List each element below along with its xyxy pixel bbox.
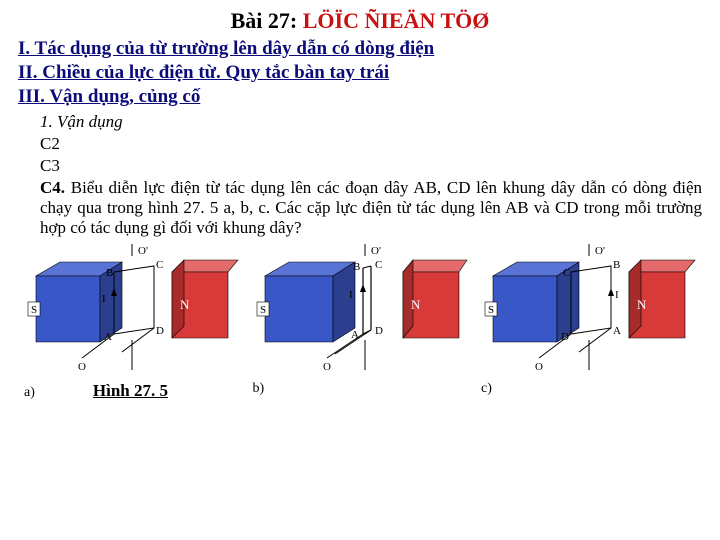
item-c3: C3 bbox=[40, 156, 702, 176]
svg-text:N: N bbox=[637, 297, 647, 312]
figures-row: O' S N B C D A I O bbox=[18, 244, 702, 401]
svg-text:I: I bbox=[102, 293, 106, 305]
svg-text:A: A bbox=[613, 325, 621, 337]
item-c4: C4. Biểu diễn lực điện từ tác dụng lên c… bbox=[40, 178, 702, 238]
svg-text:N: N bbox=[180, 297, 190, 312]
heading-2: II. Chiều của lực điện từ. Quy tắc bàn t… bbox=[18, 62, 702, 84]
figure-c: O' S N C B D A I O c) bbox=[481, 244, 696, 401]
svg-text:O': O' bbox=[371, 245, 381, 257]
svg-text:B: B bbox=[106, 267, 113, 279]
svg-text:O: O bbox=[78, 361, 86, 372]
svg-text:D: D bbox=[156, 325, 164, 337]
svg-text:S: S bbox=[488, 304, 494, 316]
svg-text:S: S bbox=[31, 304, 37, 316]
svg-text:B: B bbox=[353, 261, 360, 273]
svg-text:I: I bbox=[615, 289, 619, 301]
lesson-title: Bài 27: LÖÏC ÑIEÄN TÖØ bbox=[18, 8, 702, 34]
title-main: LÖÏC ÑIEÄN TÖØ bbox=[303, 8, 490, 33]
svg-text:D: D bbox=[375, 325, 383, 337]
svg-text:O': O' bbox=[138, 245, 148, 257]
fig-c-label: c) bbox=[481, 381, 492, 397]
figure-a: O' S N B C D A I O bbox=[24, 244, 239, 401]
svg-text:O': O' bbox=[595, 245, 605, 257]
svg-text:C: C bbox=[375, 259, 382, 271]
svg-text:N: N bbox=[411, 297, 421, 312]
content-body: 1. Vận dụng C2 C3 C4. Biểu diễn lực điện… bbox=[40, 112, 702, 238]
heading-1: I. Tác dụng của từ trường lên dây dẫn có… bbox=[18, 38, 702, 60]
svg-text:I: I bbox=[349, 289, 353, 301]
svg-text:C: C bbox=[563, 267, 570, 279]
title-lead: Bài 27: bbox=[231, 8, 298, 33]
svg-text:S: S bbox=[260, 304, 266, 316]
heading-3: III. Vận dụng, củng cố bbox=[18, 86, 702, 108]
svg-text:B: B bbox=[613, 259, 620, 271]
item-c2: C2 bbox=[40, 134, 702, 154]
figure-b: O' S N B C D A I O bbox=[253, 244, 468, 401]
fig-b-label: b) bbox=[253, 381, 265, 397]
c4-text: Biểu diễn lực điện từ tác dụng lên các đ… bbox=[40, 178, 702, 237]
fig-a-label: a) bbox=[24, 385, 35, 401]
svg-text:O: O bbox=[535, 361, 543, 372]
svg-text:C: C bbox=[156, 259, 163, 271]
section-headings: I. Tác dụng của từ trường lên dây dẫn có… bbox=[18, 38, 702, 108]
c4-label: C4. bbox=[40, 178, 65, 197]
subheading-vandung: 1. Vận dụng bbox=[40, 112, 702, 132]
figure-caption: Hình 27. 5 bbox=[93, 381, 168, 401]
svg-text:O: O bbox=[323, 361, 331, 372]
